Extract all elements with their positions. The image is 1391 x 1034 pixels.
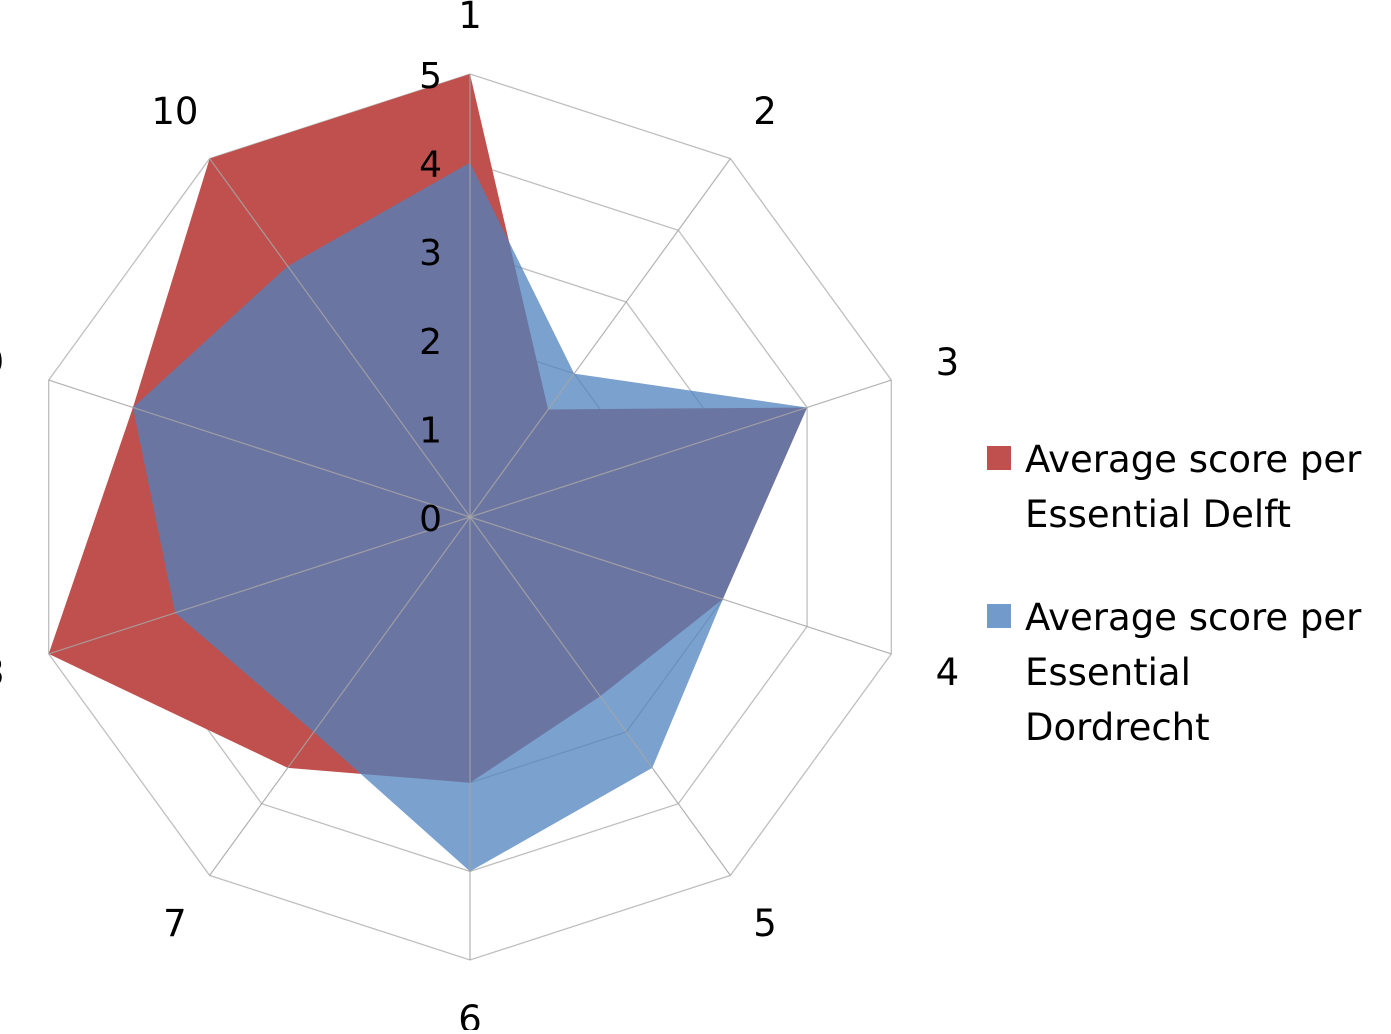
- category-label-6: 6: [458, 998, 482, 1030]
- r-tick-label-3: 3: [419, 233, 442, 274]
- r-tick-label-2: 2: [419, 322, 442, 363]
- legend-item-delft: Average score per Essential Delft: [985, 432, 1385, 542]
- legend-item-dordrecht: Average score per Essential Dordrecht: [985, 590, 1385, 755]
- category-label-3: 3: [936, 341, 960, 384]
- category-label-9: 9: [0, 341, 4, 384]
- legend: Average score per Essential Delft Averag…: [985, 432, 1385, 803]
- r-tick-label-5: 5: [419, 56, 442, 97]
- category-label-10: 10: [151, 90, 198, 133]
- category-label-8: 8: [0, 651, 4, 694]
- legend-swatch-delft: [987, 446, 1011, 470]
- series-layer: [49, 74, 808, 872]
- legend-label-dordrecht: Average score per Essential Dordrecht: [1025, 590, 1385, 755]
- category-label-4: 4: [936, 651, 960, 694]
- r-tick-label-0: 0: [419, 499, 442, 540]
- category-label-2: 2: [753, 90, 777, 133]
- legend-label-delft: Average score per Essential Delft: [1025, 432, 1385, 542]
- legend-swatch-dordrecht: [987, 604, 1011, 628]
- category-label-7: 7: [163, 902, 187, 945]
- category-label-5: 5: [753, 902, 777, 945]
- r-tick-label-1: 1: [419, 410, 442, 451]
- r-tick-label-4: 4: [419, 145, 442, 186]
- category-label-1: 1: [458, 0, 482, 37]
